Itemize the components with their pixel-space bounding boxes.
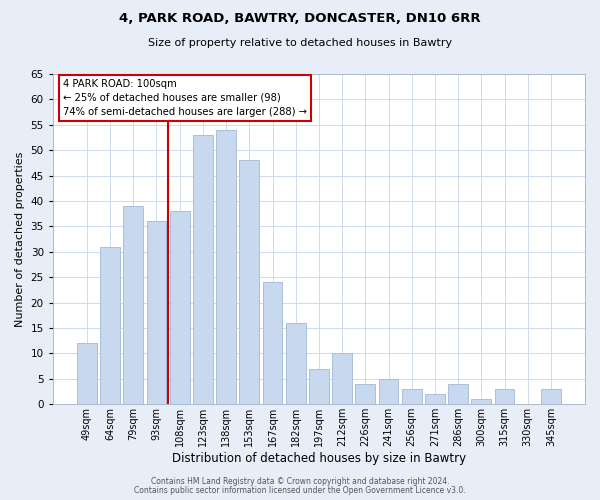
Text: 4, PARK ROAD, BAWTRY, DONCASTER, DN10 6RR: 4, PARK ROAD, BAWTRY, DONCASTER, DN10 6R… (119, 12, 481, 26)
Text: Contains public sector information licensed under the Open Government Licence v3: Contains public sector information licen… (134, 486, 466, 495)
Y-axis label: Number of detached properties: Number of detached properties (15, 152, 25, 327)
Bar (77, 344, 97, 404)
Bar (309, 368, 329, 404)
Bar (124, 206, 143, 404)
Text: Size of property relative to detached houses in Bawtry: Size of property relative to detached ho… (148, 38, 452, 48)
Bar (494, 389, 514, 404)
Bar (541, 389, 561, 404)
Bar (216, 130, 236, 404)
Bar (472, 399, 491, 404)
Text: 4 PARK ROAD: 100sqm
← 25% of detached houses are smaller (98)
74% of semi-detach: 4 PARK ROAD: 100sqm ← 25% of detached ho… (64, 79, 307, 117)
Text: Contains HM Land Registry data © Crown copyright and database right 2024.: Contains HM Land Registry data © Crown c… (151, 477, 449, 486)
Bar (193, 135, 213, 404)
Bar (379, 379, 398, 404)
X-axis label: Distribution of detached houses by size in Bawtry: Distribution of detached houses by size … (172, 452, 466, 465)
Bar (100, 247, 120, 404)
Bar (355, 384, 375, 404)
Bar (286, 323, 305, 404)
Bar (402, 389, 422, 404)
Bar (263, 282, 283, 405)
Bar (239, 160, 259, 404)
Bar (146, 222, 166, 404)
Bar (425, 394, 445, 404)
Bar (170, 211, 190, 404)
Bar (332, 354, 352, 405)
Bar (448, 384, 468, 404)
